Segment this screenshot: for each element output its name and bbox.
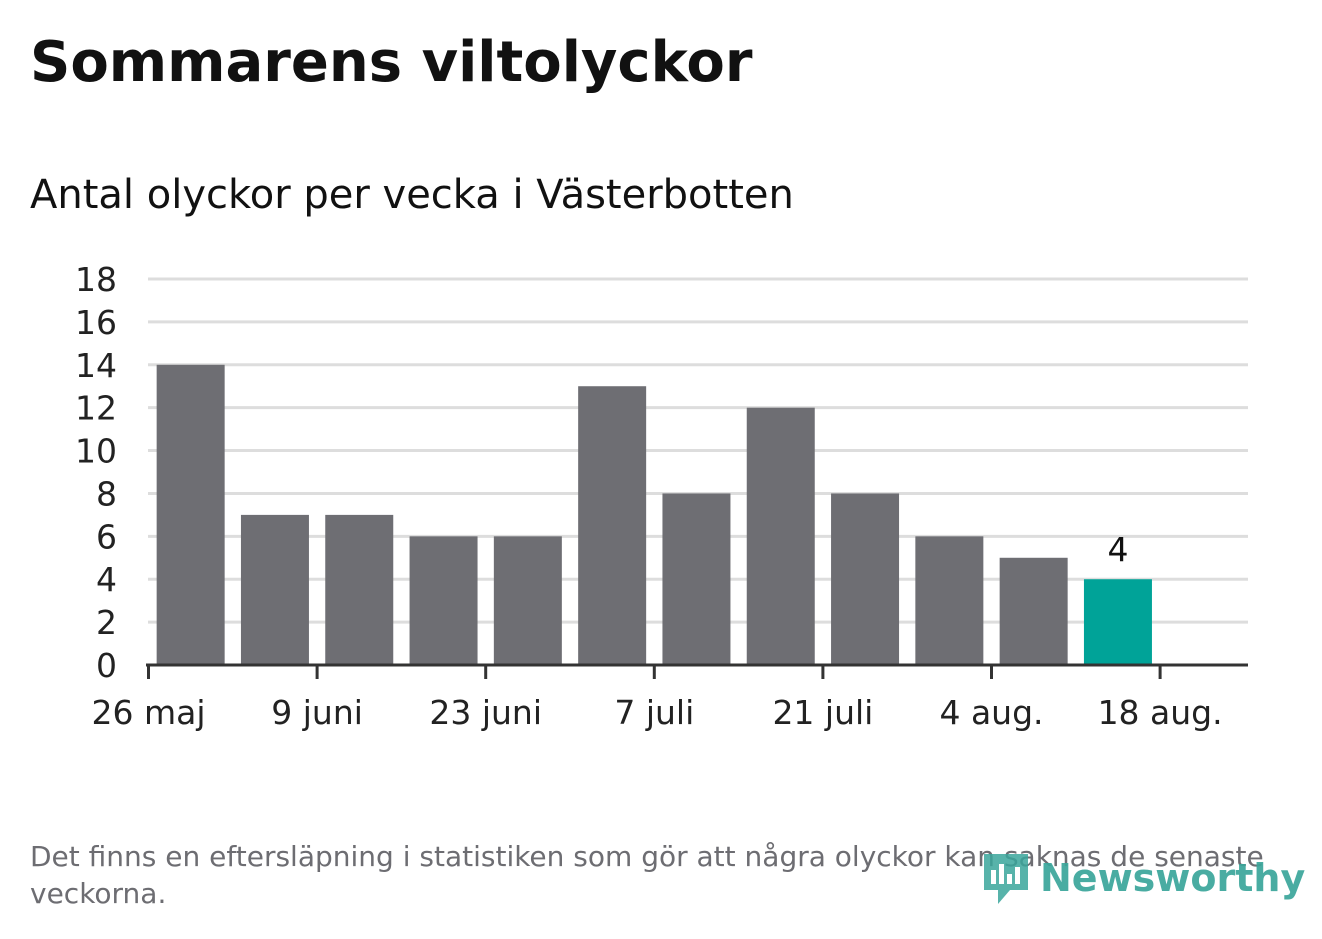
brand-logo: Newsworthy [980, 846, 1305, 910]
x-tick-label: 23 juni [429, 693, 542, 732]
y-tick-label: 14 [75, 346, 117, 385]
bar [746, 407, 815, 665]
y-tick-label: 4 [96, 560, 117, 599]
newsworthy-logo-icon [984, 854, 1028, 904]
bar [156, 364, 225, 665]
y-tick-label: 18 [75, 260, 117, 299]
y-tick-label: 8 [96, 474, 117, 513]
x-tick-label: 7 juli [614, 693, 694, 732]
data-label: 4 [1107, 530, 1128, 569]
bar [662, 493, 731, 665]
bar [493, 536, 562, 665]
y-tick-label: 10 [75, 432, 117, 471]
x-tick-label: 9 juni [271, 693, 363, 732]
brand-name: Newsworthy [1040, 856, 1306, 900]
bar [409, 536, 478, 665]
bar [240, 514, 309, 665]
y-tick-label: 6 [96, 517, 117, 556]
bar [578, 386, 647, 665]
bar-chart: 0 2 4 6 810 12 14 16 18 4 26 maj 9 juni 23 juni 7 jul… [75, 260, 1248, 732]
y-tick-label: 2 [96, 603, 117, 642]
bar [915, 536, 984, 665]
bar [325, 514, 394, 665]
footnote: Det finns en eftersläpning i statistiken… [30, 840, 1264, 910]
x-tick-label: 26 maj [91, 693, 205, 732]
chart-title: Sommarens viltolyckor [30, 30, 753, 95]
chart-subtitle: Antal olyckor per vecka i Västerbotten [30, 172, 794, 218]
bar [831, 493, 900, 665]
y-tick-label: 16 [75, 303, 117, 342]
bar [999, 557, 1068, 665]
x-tick-label: 18 aug. [1098, 693, 1223, 732]
highlighted-bar [1083, 579, 1152, 665]
x-tick-label: 21 juli [772, 693, 873, 732]
y-tick-label: 0 [96, 646, 117, 685]
x-tick-label: 4 aug. [939, 693, 1043, 732]
y-tick-label: 12 [75, 389, 117, 428]
